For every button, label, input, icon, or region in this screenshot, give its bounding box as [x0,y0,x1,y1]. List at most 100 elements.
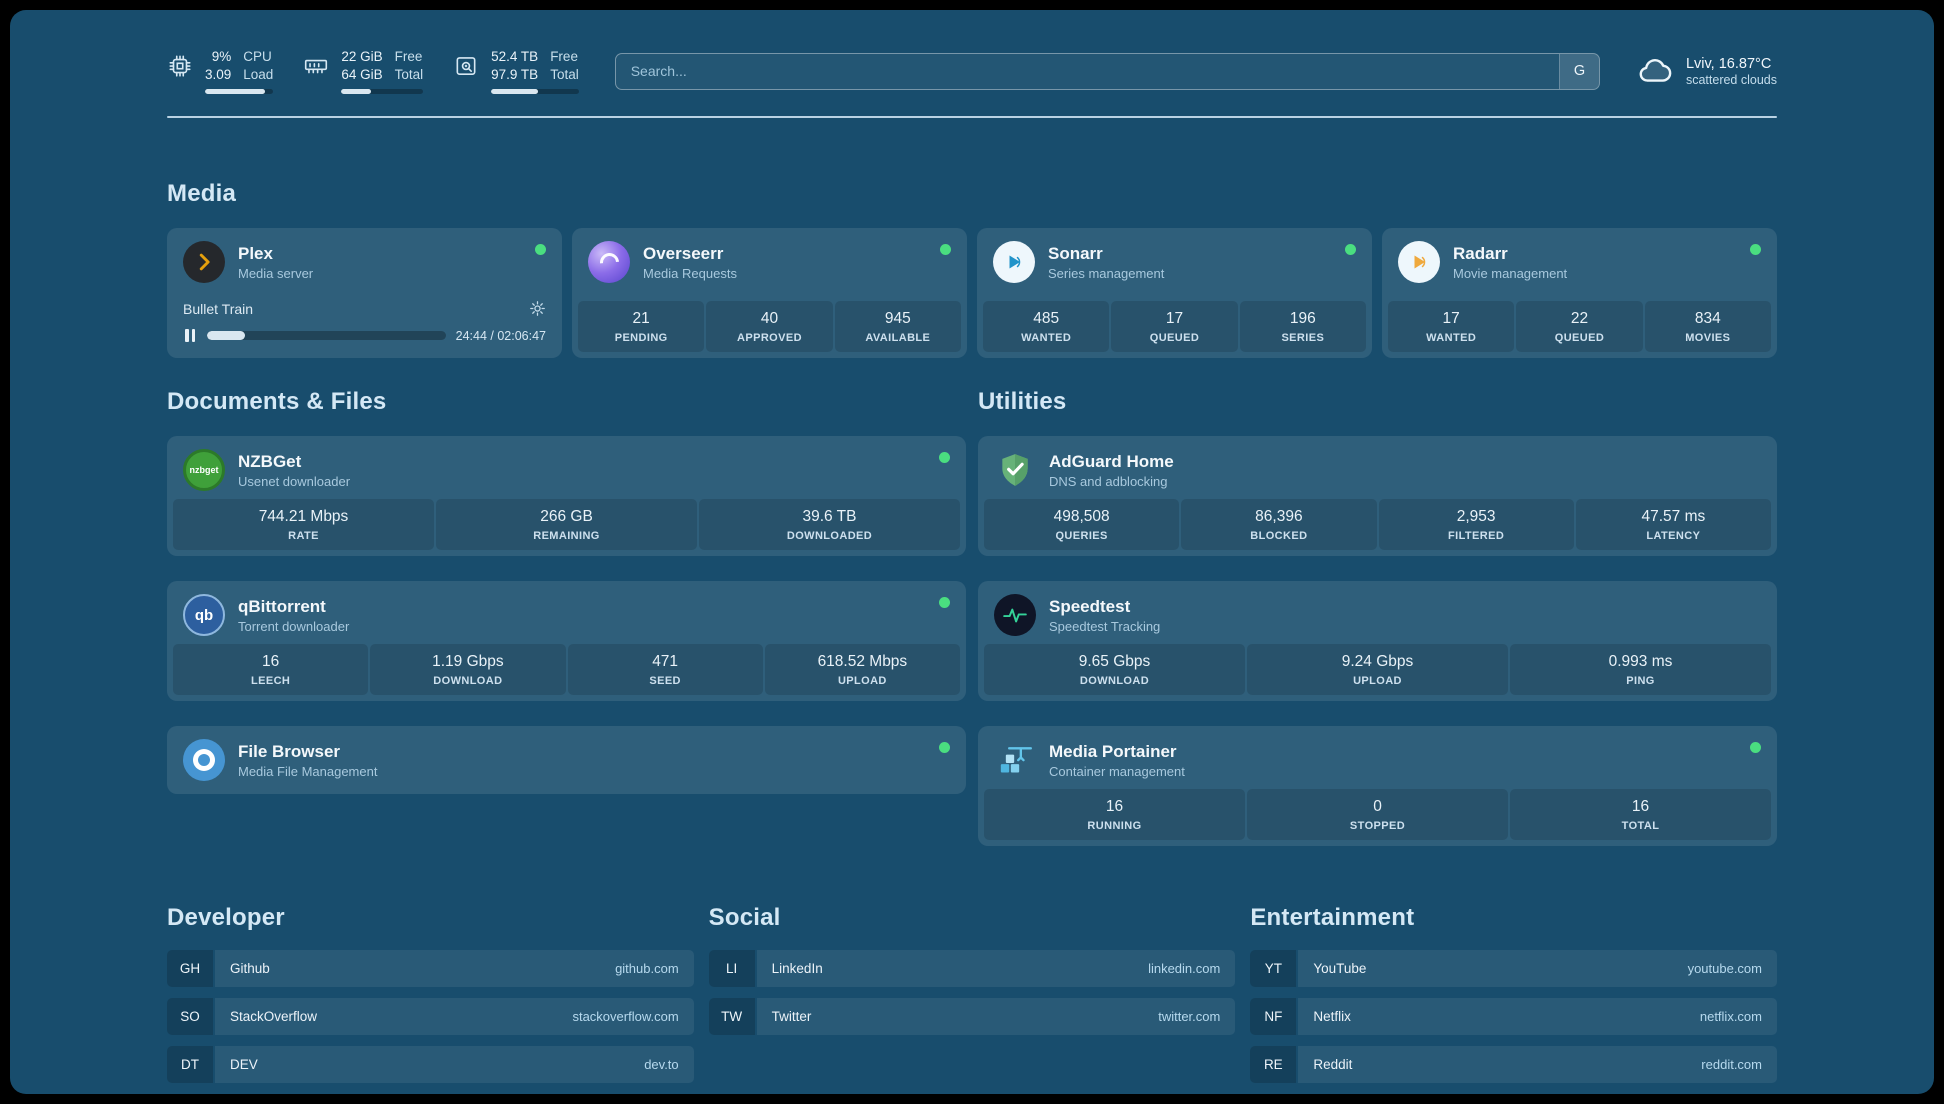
stat-stopped: 0 STOPPED [1247,789,1508,841]
social-heading: Social [708,904,781,932]
adguard-card[interactable]: AdGuard Home DNS and adblocking 498,508 … [978,436,1777,557]
plex-icon [183,241,225,284]
qbittorrent-subtitle: Torrent downloader [238,618,350,634]
section-documents: Documents & Files nzbget NZBGet Usenet d… [167,388,966,846]
memory-icon [305,59,328,74]
bookmark-twitter[interactable]: TW Twitter twitter.com [708,998,1236,1036]
cpu-widget: 9% 3.09 CPU Load [167,48,274,95]
memory-total-value: 64 GiB [341,67,383,83]
cpu-icon [169,55,191,77]
media-heading: Media [167,180,237,208]
bookmark-dev[interactable]: DT DEV dev.to [167,1046,694,1084]
weather-location: Lviv, 16.87°C [1685,55,1772,72]
filebrowser-card[interactable]: File Browser Media File Management [167,726,966,795]
section-media: Media Plex Media server [167,180,1777,359]
pause-icon[interactable] [183,327,197,344]
sonarr-subtitle: Series management [1048,265,1165,281]
stat-seed: 471 SEED [567,644,763,696]
bookmark-name: Github [230,961,270,977]
stat-download: 1.19 Gbps DOWNLOAD [370,644,566,696]
overseerr-card[interactable]: Overseerr Media Requests 21 PENDING 40 A… [572,228,967,359]
bookmark-name: StackOverflow [230,1009,318,1025]
bookmarks-entertainment: Entertainment YT YouTube youtube.com NF … [1250,904,1777,1084]
bookmark-netflix[interactable]: NF Netflix netflix.com [1250,998,1777,1036]
cloud-icon [1639,59,1672,82]
adguard-icon [994,449,1036,491]
stat-queued: 17 QUEUED [1111,301,1238,353]
plex-status-dot [535,244,546,256]
disk-progress [491,89,579,95]
bookmark-abbr: YT [1250,950,1297,988]
topbar-divider [167,116,1777,119]
overseerr-status-dot [940,244,951,256]
playback-progress[interactable] [207,331,446,341]
sonarr-title: Sonarr [1048,243,1103,263]
plex-title: Plex [238,243,273,263]
bookmark-name: Netflix [1313,1009,1351,1025]
bookmark-linkedin[interactable]: LI LinkedIn linkedin.com [708,950,1236,988]
bookmark-url: dev.to [644,1057,679,1073]
cpu-load-value: 3.09 [205,67,232,83]
memory-total-label: Total [394,67,424,83]
overseerr-icon [588,241,630,284]
stat-filtered: 2,953 FILTERED [1378,499,1574,551]
memory-free-label: Free [394,49,423,64]
bookmark-abbr: TW [708,998,755,1036]
stat-latency: 47.57 ms LATENCY [1575,499,1771,551]
bookmark-name: DEV [230,1057,258,1073]
bookmark-abbr: SO [167,998,213,1036]
weather-condition: scattered clouds [1685,72,1777,87]
disk-free-label: Free [550,49,578,64]
qbittorrent-icon: qb [183,594,225,637]
plex-subtitle: Media server [238,265,314,281]
cpu-percent: 9% [211,49,232,64]
filebrowser-icon [183,739,225,782]
gear-icon[interactable] [529,300,546,317]
portainer-title: Media Portainer [1049,741,1177,761]
bookmark-abbr: DT [167,1046,213,1084]
filebrowser-title: File Browser [238,741,341,761]
plex-card[interactable]: Plex Media server Bullet Train [167,228,562,359]
bookmark-reddit[interactable]: RE Reddit reddit.com [1250,1046,1777,1084]
bookmark-stackoverflow[interactable]: SO StackOverflow stackoverflow.com [167,998,694,1036]
bookmark-name: Twitter [771,1009,812,1025]
stat-pending: 21 PENDING [578,301,705,353]
bookmark-github[interactable]: GH Github github.com [167,950,694,988]
sonarr-card[interactable]: Sonarr Series management 485 WANTED 17 Q… [977,228,1372,359]
cpu-progress [205,89,274,95]
search-input[interactable] [615,53,1559,89]
bookmark-name: LinkedIn [771,961,823,977]
stat-remaining: 266 GB REMAINING [436,499,697,551]
radarr-card[interactable]: Radarr Movie management 17 WANTED 22 QUE… [1382,228,1777,359]
bookmarks-developer: Developer GH Github github.com SO StackO… [167,904,694,1084]
bookmark-name: YouTube [1313,961,1367,977]
bookmark-abbr: NF [1250,998,1297,1036]
now-playing-title: Bullet Train [183,300,254,317]
bookmark-url: linkedin.com [1148,961,1221,977]
stat-rate: 744.21 Mbps RATE [173,499,434,551]
search-provider-button[interactable]: G [1558,53,1599,89]
portainer-status-dot [1750,742,1761,754]
speedtest-title: Speedtest [1049,596,1131,616]
cpu-label: CPU [243,49,272,64]
bookmark-youtube[interactable]: YT YouTube youtube.com [1250,950,1777,988]
bookmark-abbr: LI [708,950,755,988]
overseerr-subtitle: Media Requests [643,265,737,281]
portainer-card[interactable]: Media Portainer Container management 16 … [978,726,1777,847]
developer-heading: Developer [167,904,285,932]
stat-queries: 498,508 QUERIES [984,499,1180,551]
speedtest-card[interactable]: Speedtest Speedtest Tracking 9.65 Gbps D… [978,581,1777,702]
stat-running: 16 RUNNING [984,789,1245,841]
section-utilities: Utilities [978,388,1777,847]
qbittorrent-card[interactable]: qb qBittorrent Torrent downloader 16 LEE… [167,581,966,702]
sonarr-status-dot [1345,244,1356,256]
nzbget-card[interactable]: nzbget NZBGet Usenet downloader 744.21 M… [167,436,966,557]
nzbget-icon: nzbget [183,449,225,492]
cpu-load-label: Load [243,67,274,83]
radarr-title: Radarr [1453,243,1508,263]
bookmark-url: github.com [615,961,679,977]
bookmark-abbr: RE [1250,1046,1297,1084]
stat-approved: 40 APPROVED [706,301,833,353]
stat-series: 196 SERIES [1239,301,1366,353]
radarr-icon [1398,241,1440,284]
